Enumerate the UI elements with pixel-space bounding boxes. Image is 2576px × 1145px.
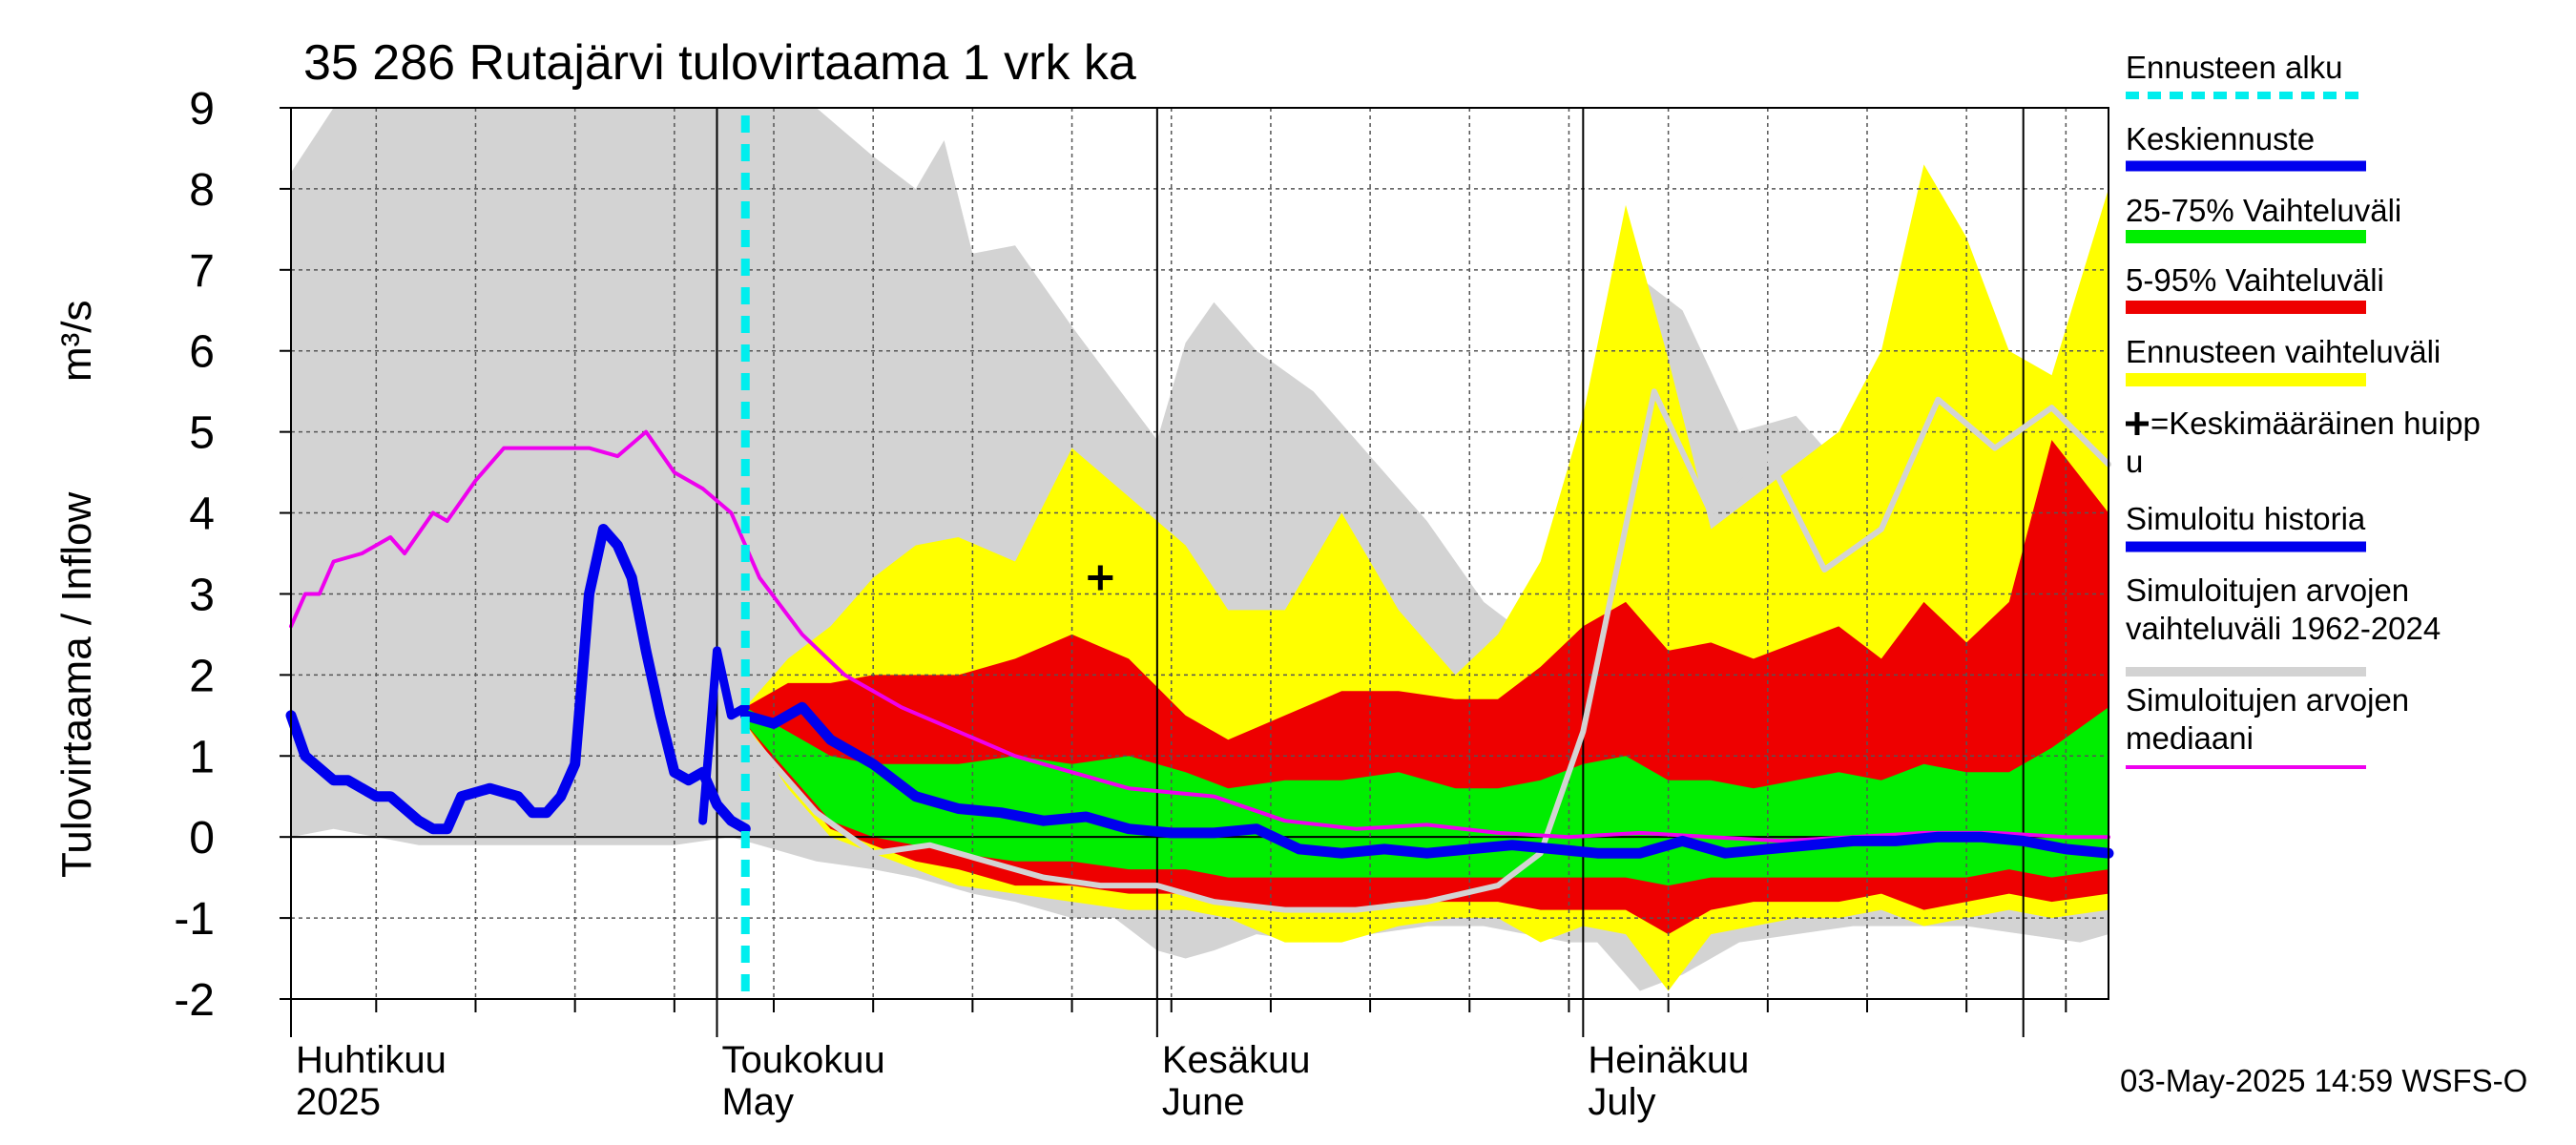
- legend-label: Ennusteen alku: [2126, 50, 2343, 85]
- y-tick-label: 6: [189, 327, 215, 378]
- legend-label-line2: u: [2126, 444, 2143, 479]
- historical-median-line: [742, 388, 2111, 913]
- legend-label: 5-95% Vaihteluväli: [2126, 262, 2384, 298]
- legend-label: Keskiennuste: [2126, 121, 2315, 156]
- simulated-history-tail: [698, 646, 750, 825]
- y-axis-label: Tulovirtaama / Inflow: [53, 491, 100, 878]
- month-label-fi: Heinäkuu: [1588, 1039, 1749, 1081]
- legend-label-line2: vaihteluväli 1962-2024: [2126, 611, 2441, 646]
- plot-area: [285, 107, 2114, 1037]
- month-label-fi: Huhtikuu: [296, 1039, 447, 1081]
- y-tick-label: 3: [189, 570, 215, 620]
- median-line: [289, 429, 2110, 843]
- month-label-fi: Toukokuu: [721, 1039, 884, 1081]
- y-tick-label: 2: [189, 651, 215, 701]
- y-axis-title: Tulovirtaama / Inflow m³/s: [53, 300, 100, 878]
- legend: Ennusteen alku Keskiennuste 25-75% Vaihtel…: [2126, 50, 2481, 769]
- month-label-en: July: [1588, 1081, 1655, 1123]
- legend-peak-marker: [2126, 412, 2149, 435]
- y-axis-unit: m³/s: [53, 300, 100, 382]
- line-layer: [285, 115, 2114, 999]
- timestamp-label: 03-May-2025 14:59 WSFS-O: [2120, 1063, 2527, 1098]
- y-tick-label: -2: [174, 975, 215, 1026]
- y-tick-label: 9: [189, 84, 215, 135]
- legend-label: 25-75% Vaihteluväli: [2126, 193, 2401, 228]
- y-tick-label: 4: [189, 489, 215, 540]
- legend-label: =Keskimääräinen huipp: [2150, 406, 2481, 441]
- band-layer: [291, 108, 2109, 991]
- y-tick-label: 8: [189, 165, 215, 216]
- month-label-en: May: [721, 1081, 794, 1123]
- simulated-history-line: [285, 524, 751, 835]
- month-label-en: June: [1162, 1081, 1245, 1123]
- y-tick-label: 7: [189, 246, 215, 297]
- plot-frame: [290, 107, 2109, 1000]
- y-tick-label: 1: [189, 732, 215, 782]
- y-tick-label: -1: [174, 894, 215, 945]
- month-label-en: 2025: [296, 1081, 381, 1123]
- mean-peak-marker: [1088, 565, 1113, 591]
- chart-title: 35 286 Rutajärvi tulovirtaama 1 vrk ka: [303, 35, 1136, 91]
- legend-label: Simuloitujen arvojen: [2126, 682, 2409, 718]
- y-tick-label: 5: [189, 408, 215, 459]
- legend-label-line2: mediaani: [2126, 720, 2254, 756]
- month-label-fi: Kesäkuu: [1162, 1039, 1311, 1081]
- legend-label: Simuloitujen arvojen: [2126, 572, 2409, 608]
- y-tick-labels: -2 -1 0 1 2 3 4 5 6 7 8 9: [174, 84, 291, 1026]
- forecast-mean-line: [739, 701, 2114, 859]
- y-tick-label: 0: [189, 813, 215, 864]
- legend-label: Ennusteen vaihteluväli: [2126, 334, 2441, 369]
- legend-label: Simuloitu historia: [2126, 501, 2366, 536]
